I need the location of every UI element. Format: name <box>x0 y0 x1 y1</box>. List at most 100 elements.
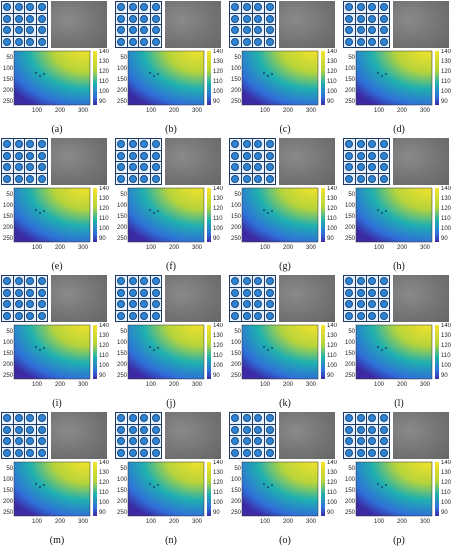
pattern-dot <box>254 414 263 423</box>
pattern-dot <box>242 414 251 423</box>
pattern-cell <box>230 447 241 458</box>
pattern-dot <box>37 437 46 446</box>
pattern-cell <box>36 424 47 435</box>
colorbar-tick-label: 100 <box>213 89 224 95</box>
heatmap-plot-area <box>127 461 205 517</box>
pattern-dot <box>379 414 388 423</box>
pattern-dot <box>345 425 354 434</box>
pattern-cell <box>13 139 24 150</box>
y-tick-label: 150 <box>345 351 356 357</box>
heatmap-mark <box>267 75 269 77</box>
x-tick-label: 300 <box>78 108 89 114</box>
pattern-cell <box>25 162 36 173</box>
figure-panel: 50 100 150 200 250 100 200 300 140 130 120 110 100 90… <box>114 0 228 137</box>
pattern-cell <box>36 162 47 173</box>
pattern-dot <box>3 425 12 434</box>
x-tick-label: 200 <box>397 245 408 251</box>
y-tick-label: 50 <box>348 466 355 472</box>
pattern-cell <box>13 299 24 310</box>
pattern-cell <box>36 36 47 47</box>
colorbar-tick-label: 140 <box>441 323 452 329</box>
pattern-dot <box>356 163 365 172</box>
pattern-cell <box>344 2 355 13</box>
y-tick-label: 50 <box>348 192 355 198</box>
x-tick-label: 200 <box>55 519 66 525</box>
colorbar-tick-label: 140 <box>213 323 224 329</box>
pattern-dot <box>231 174 240 183</box>
pattern-dot <box>242 37 251 46</box>
pattern-cell <box>241 25 252 36</box>
pattern-cell <box>25 436 36 447</box>
pattern-dot <box>265 174 274 183</box>
pattern-cell <box>241 287 252 298</box>
pattern-thumbnail <box>1 138 48 185</box>
pattern-dot <box>14 311 23 320</box>
colorbar-tick-label: 130 <box>441 196 452 202</box>
pattern-cell <box>25 25 36 36</box>
pattern-cell <box>264 150 275 161</box>
heatmap: 50 100 150 200 250 100 200 300 140 130 120 110 100 90 <box>345 49 452 114</box>
pattern-cell <box>253 139 264 150</box>
pattern-cell <box>36 13 47 24</box>
panel-caption: (a) <box>51 124 63 135</box>
colorbar-tick-label: 90 <box>441 373 448 379</box>
pattern-cell <box>378 139 389 150</box>
colorbar-tick-label: 100 <box>99 89 110 95</box>
colorbar-tick-label: 140 <box>327 49 338 55</box>
colorbar-tick-label: 120 <box>213 343 224 349</box>
pattern-cell <box>116 13 127 24</box>
y-tick-label: 200 <box>117 362 128 368</box>
pattern-dot <box>37 26 46 35</box>
pattern-dot <box>37 277 46 286</box>
heatmap-mark <box>385 210 387 212</box>
pattern-cell <box>150 310 161 321</box>
y-tick-label: 150 <box>231 488 242 494</box>
y-tick-label: 100 <box>231 66 242 72</box>
pattern-cell <box>25 310 36 321</box>
pattern-dot <box>128 163 137 172</box>
colorbar-tick-label: 130 <box>99 196 110 202</box>
colorbar <box>321 462 325 516</box>
y-tick-label: 250 <box>231 236 242 242</box>
x-tick-label: 300 <box>306 245 317 251</box>
pattern-dot <box>140 437 149 446</box>
panel-caption: (i) <box>52 398 62 409</box>
colorbar <box>207 51 211 105</box>
pattern-cell <box>367 13 378 24</box>
y-tick-label: 150 <box>345 488 356 494</box>
pattern-dot <box>3 300 12 309</box>
pattern-cell <box>367 413 378 424</box>
colorbar-tick-label: 100 <box>213 500 224 506</box>
heatmap-plot-area <box>13 50 91 106</box>
x-tick-label: 200 <box>169 382 180 388</box>
y-tick-label: 100 <box>345 340 356 346</box>
pattern-dot <box>379 448 388 457</box>
pattern-cell <box>127 150 138 161</box>
pattern-cell <box>264 287 275 298</box>
colorbar-tick-label: 140 <box>213 186 224 192</box>
pattern-dot <box>254 14 263 23</box>
pattern-cell <box>367 447 378 458</box>
pattern-cell <box>367 150 378 161</box>
pattern-dot <box>379 26 388 35</box>
pattern-dot <box>242 437 251 446</box>
pattern-cell <box>150 25 161 36</box>
pattern-dot <box>117 26 126 35</box>
pattern-dot <box>14 140 23 149</box>
pattern-cell <box>13 150 24 161</box>
pattern-cell <box>355 162 366 173</box>
pattern-dot <box>128 151 137 160</box>
y-tick-label: 100 <box>117 340 128 346</box>
y-tick-label: 250 <box>117 373 128 379</box>
pattern-cell <box>355 310 366 321</box>
colorbar-tick-label: 90 <box>99 236 106 242</box>
colorbar-tick-label: 130 <box>441 333 452 339</box>
heatmap-mark <box>157 484 159 486</box>
x-tick-label: 300 <box>306 519 317 525</box>
x-tick-label: 100 <box>260 108 271 114</box>
heatmap: 50 100 150 200 250 100 200 300 140 130 120 110 100 90 <box>117 460 224 525</box>
pattern-cell <box>344 150 355 161</box>
colorbar-tick-label: 120 <box>327 69 338 75</box>
pattern-cell <box>241 150 252 161</box>
x-tick-label: 300 <box>192 245 203 251</box>
